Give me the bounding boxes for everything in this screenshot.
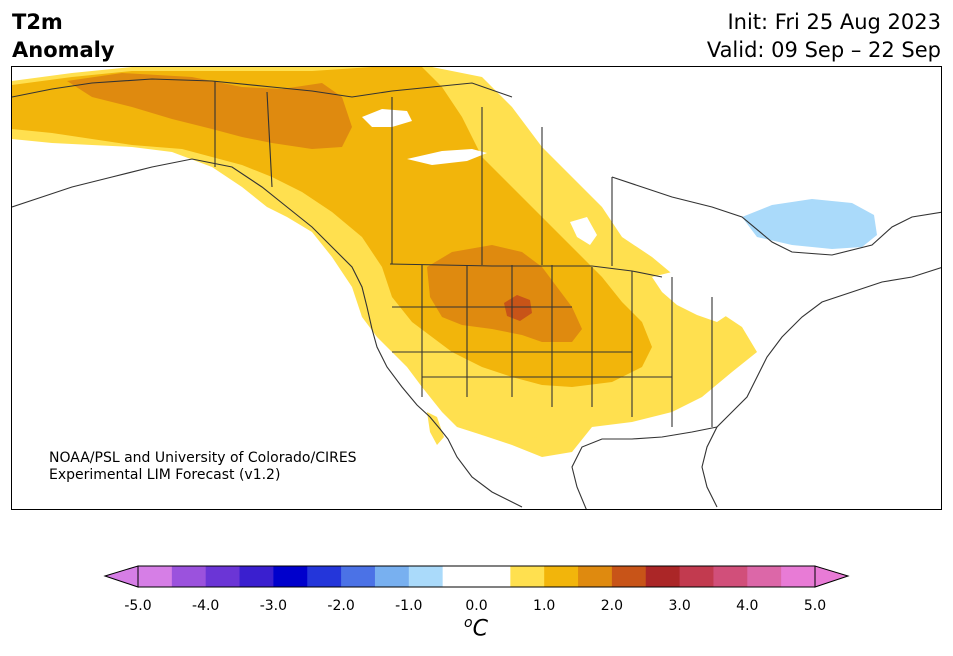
colorbar-cell (781, 566, 816, 587)
lake-patch-2 (407, 149, 487, 165)
lake-patch-1 (362, 109, 412, 127)
colorbar-cell (611, 566, 647, 587)
gulf-coast (571, 426, 718, 509)
colorbar-cell (205, 566, 241, 587)
colorbar-tick-label: 4.0 (736, 598, 759, 614)
unit-base: C (472, 616, 488, 642)
colorbar-tick-label: -3.0 (259, 598, 288, 614)
anomaly-region-orange (67, 73, 352, 149)
credit-text: NOAA/PSL and University of Colorado/CIRE… (49, 450, 357, 484)
colorbar-tick-label: 5.0 (803, 598, 827, 614)
colorbar-cell (679, 566, 714, 587)
anomaly-region-light-baja (427, 412, 444, 445)
anomaly-region-negative (742, 199, 877, 249)
colorbar-cell (544, 566, 579, 587)
pacific-coast (12, 158, 523, 508)
canada-province-lines (266, 91, 613, 266)
colorbar-tick-label: -2.0 (327, 598, 355, 614)
title-line-1: T2m (12, 10, 63, 34)
forecast-dates: Init: Fri 25 Aug 2023 Valid: 09 Sep – 22… (707, 8, 941, 64)
colorbar-tick-label: -4.0 (192, 598, 220, 614)
colorbar-cell (713, 566, 748, 587)
atlantic-coast (701, 267, 941, 508)
credit-line-1: NOAA/PSL and University of Colorado/CIRE… (49, 450, 357, 466)
colorbar-tick-label: 2.0 (600, 598, 624, 614)
colorbar-cell (442, 566, 477, 587)
lake-patch-3 (570, 217, 597, 245)
colorbar-tick-label: 3.0 (668, 598, 691, 614)
map-title: T2m Anomaly (12, 8, 115, 64)
colorbar-over-arrow (814, 565, 850, 588)
colorbar-under-arrow (103, 565, 139, 588)
anomaly-region-red (504, 295, 532, 321)
colorbar-cell (374, 566, 410, 587)
colorbar-tick-label: -5.0 (124, 598, 152, 614)
init-date: Init: Fri 25 Aug 2023 (727, 10, 941, 34)
valid-range: Valid: 09 Sep – 22 Sep (706, 38, 941, 62)
colorbar-tick-label: -1.0 (395, 598, 423, 614)
colorbar-cell (510, 566, 545, 587)
arctic-coast (12, 78, 513, 98)
colorbar-tick-label: 0.0 (465, 598, 488, 614)
anomaly-region-orange-central (427, 245, 582, 342)
colorbar-cell (408, 566, 444, 587)
colorbar-tick-label: 1.0 (533, 598, 556, 614)
colorbar-cell (476, 566, 511, 587)
colorbar-cell (273, 566, 308, 587)
colorbar-cell (341, 566, 376, 587)
colorbar-cell (307, 566, 342, 587)
us-state-lines (392, 265, 713, 427)
colorbar-cell (138, 566, 173, 587)
colorbar-unit: oC (464, 615, 488, 641)
hudson-bay (611, 176, 941, 256)
unit-superscript: o (464, 615, 473, 631)
colorbar-cells (138, 566, 816, 587)
colorbar (103, 565, 850, 588)
title-line-2: Anomaly (12, 38, 115, 62)
anomaly-map (11, 66, 942, 510)
colorbar-cell (578, 566, 613, 587)
map-boundaries (12, 78, 941, 509)
credit-line-2: Experimental LIM Forecast (v1.2) (49, 467, 281, 483)
colorbar-cell (645, 566, 681, 587)
colorbar-cell (171, 566, 207, 587)
colorbar-cell (747, 566, 782, 587)
colorbar-outline (137, 565, 816, 588)
map-svg (12, 67, 941, 509)
colorbar-cell (239, 566, 274, 587)
